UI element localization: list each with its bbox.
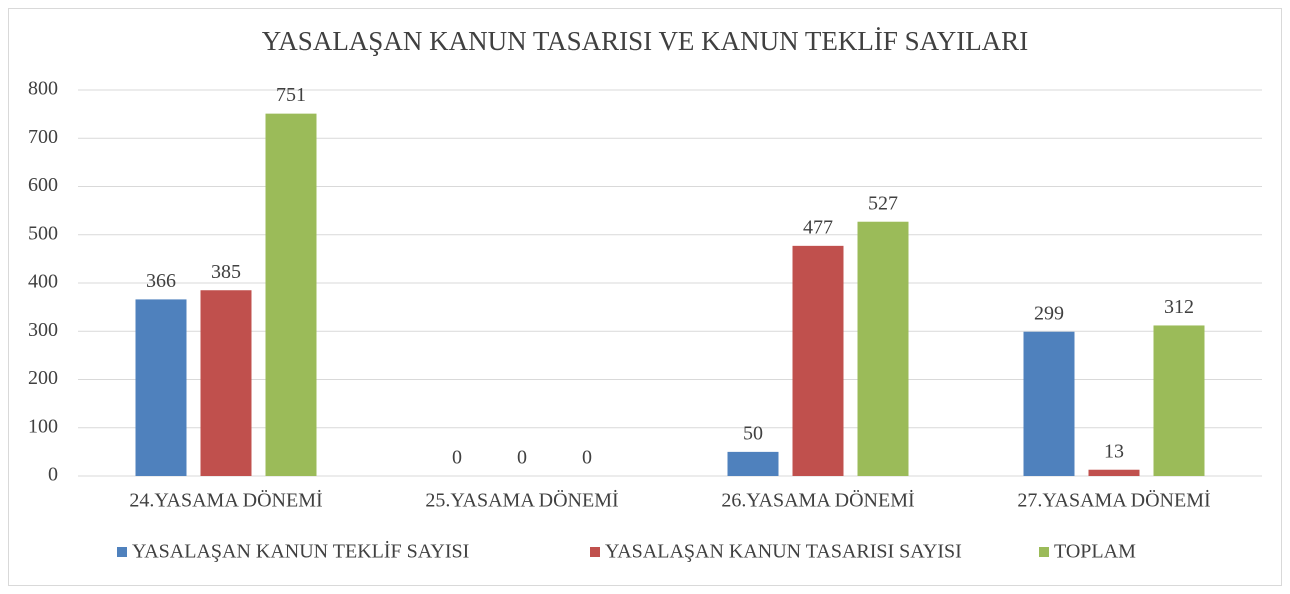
data-label: 13	[1104, 440, 1124, 462]
y-tick-label: 400	[28, 271, 58, 293]
y-tick-label: 300	[28, 319, 58, 341]
bar	[1088, 469, 1140, 476]
bar	[1023, 331, 1075, 476]
legend-label: YASALAŞAN KANUN TASARISI SAYISI	[605, 541, 962, 563]
data-label: 299	[1034, 302, 1064, 324]
x-tick-label: 25.YASAMA DÖNEMİ	[425, 489, 618, 512]
y-tick-label: 0	[48, 464, 58, 486]
data-label: 751	[276, 84, 306, 106]
bar	[857, 221, 909, 476]
data-label: 0	[582, 447, 592, 469]
data-label: 0	[452, 447, 462, 469]
legend-swatch	[590, 547, 600, 557]
data-label: 0	[517, 447, 527, 469]
x-tick-label: 27.YASAMA DÖNEMİ	[1017, 489, 1210, 512]
y-tick-label: 600	[28, 174, 58, 196]
y-tick-label: 800	[28, 78, 58, 100]
data-label: 385	[211, 261, 241, 283]
bar	[727, 451, 779, 476]
data-label: 366	[146, 270, 176, 292]
legend-swatch	[117, 547, 127, 557]
y-tick-label: 500	[28, 222, 58, 244]
x-tick-label: 26.YASAMA DÖNEMİ	[721, 489, 914, 512]
legend-label: TOPLAM	[1054, 541, 1136, 563]
legend-swatch	[1039, 547, 1049, 557]
data-label: 477	[803, 216, 833, 238]
legend-label: YASALAŞAN KANUN TEKLİF SAYISI	[132, 540, 469, 563]
bar	[200, 290, 252, 476]
data-label: 50	[743, 422, 763, 444]
bar	[135, 299, 187, 476]
data-label: 312	[1164, 296, 1194, 318]
x-tick-label: 24.YASAMA DÖNEMİ	[129, 489, 322, 512]
bar	[1153, 325, 1205, 476]
data-label: 527	[868, 192, 898, 214]
chart-title: YASALAŞAN KANUN TASARISI VE KANUN TEKLİF…	[262, 26, 1028, 56]
y-tick-label: 200	[28, 367, 58, 389]
bar	[792, 245, 844, 476]
y-tick-label: 700	[28, 126, 58, 148]
bar	[265, 113, 317, 476]
y-tick-label: 100	[28, 415, 58, 437]
